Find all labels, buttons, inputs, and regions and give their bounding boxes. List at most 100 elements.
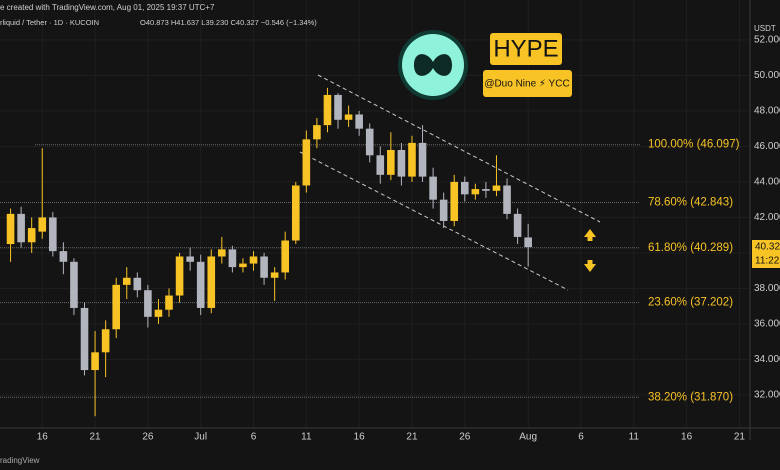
- candle-body: [450, 181, 459, 221]
- candle-body: [144, 290, 152, 317]
- candle-body: [239, 263, 247, 268]
- candle-body: [365, 128, 374, 156]
- x-tick-label: 21: [734, 432, 746, 443]
- countdown: 11:22: [755, 256, 780, 267]
- candle-body: [387, 149, 395, 175]
- channel-line: [299, 151, 569, 291]
- candle-body: [397, 149, 406, 177]
- brand: HYPE: [493, 35, 558, 62]
- level-label: 61.80% (40.289): [648, 242, 733, 254]
- x-tick-label: 11: [629, 432, 640, 443]
- candle-body: [313, 125, 321, 140]
- x-tick-label: Jul: [194, 432, 207, 443]
- x-tick-label: 21: [90, 432, 102, 443]
- y-unit: USDT: [754, 24, 776, 33]
- candle-body: [323, 94, 332, 126]
- credit: @Duo Nine ⚡ YCC: [484, 79, 569, 90]
- y-tick-label: 32.000: [754, 390, 780, 401]
- candle-body: [482, 189, 490, 191]
- ohlc-line: O40.873 H41.637 L39.230 C40.327 −0.546 (…: [140, 18, 317, 27]
- y-tick-label: 52.000: [754, 35, 780, 46]
- arrow-down: [584, 260, 596, 272]
- candle-body: [38, 217, 47, 232]
- candle-body: [59, 251, 68, 262]
- y-tick-label: 48.000: [754, 106, 780, 117]
- logo-mark: [414, 54, 452, 76]
- candle-body: [291, 185, 300, 241]
- x-tick-label: 16: [681, 432, 693, 443]
- candle-body: [503, 185, 511, 214]
- x-tick-label: 11: [301, 432, 312, 443]
- candle-body: [513, 213, 522, 237]
- y-tick-label: 46.000: [754, 141, 780, 152]
- x-tick-label: 26: [142, 432, 154, 443]
- candle-body: [207, 256, 216, 308]
- candle-body: [260, 256, 268, 278]
- x-tick-label: 6: [251, 432, 257, 443]
- candle-body: [17, 213, 25, 243]
- y-tick-label: 42.000: [754, 212, 780, 223]
- candle-body: [418, 142, 427, 177]
- candle-body: [196, 261, 205, 308]
- candle-body: [154, 309, 163, 317]
- footer: radingView: [0, 456, 40, 465]
- grid: [0, 0, 750, 428]
- x-tick-label: 6: [578, 432, 584, 443]
- candle-body: [112, 284, 120, 330]
- candle-body: [27, 228, 36, 243]
- candle-body: [175, 256, 184, 296]
- symbol-line: rliquid / Tether · 1D · KUCOIN: [0, 18, 99, 27]
- x-tick-label: 21: [406, 432, 418, 443]
- level-label: 100.00% (46.097): [648, 139, 740, 151]
- x-tick-label: Aug: [519, 432, 537, 443]
- brand-box: [490, 33, 562, 65]
- candle-body: [471, 189, 480, 195]
- candle-body: [439, 199, 448, 221]
- candle-body: [344, 114, 353, 120]
- candle-body: [355, 114, 363, 129]
- candle-body: [165, 295, 173, 310]
- levels: 100.00% (46.097) 78.60% (42.843) 61.80% (4…: [0, 139, 740, 403]
- candle-body: [49, 217, 57, 252]
- candle-body: [376, 155, 385, 175]
- arrow-up: [584, 229, 596, 241]
- y-tick-label: 38.000: [754, 283, 780, 294]
- candle-body: [460, 181, 469, 195]
- candle-body: [302, 139, 311, 186]
- candle-body: [101, 329, 110, 353]
- y-tick-label: 36.000: [754, 319, 780, 330]
- credit-box: [483, 70, 572, 97]
- candle-body: [6, 213, 15, 245]
- candle-body: [122, 277, 131, 285]
- candle-body: [186, 256, 194, 262]
- candle-body: [249, 256, 258, 264]
- candle-body: [91, 352, 99, 371]
- candle-body: [218, 249, 226, 257]
- x-tick-label: 16: [354, 432, 366, 443]
- candle-body: [80, 307, 89, 371]
- candle-body: [429, 176, 437, 200]
- level-label: 38.20% (31.870): [648, 391, 733, 403]
- candle-body: [281, 240, 290, 273]
- level-label: 78.60% (42.843): [648, 196, 733, 208]
- candle-body: [70, 261, 78, 308]
- level-label: 23.60% (37.202): [648, 297, 733, 309]
- x-tick-label: 26: [459, 432, 471, 443]
- candles: [6, 87, 532, 417]
- candle-body: [492, 185, 501, 191]
- candle-body: [524, 237, 532, 248]
- candle-body: [408, 142, 416, 177]
- header: e created with TradingView.com, Aug 01, …: [0, 3, 215, 12]
- candle-body: [228, 249, 237, 268]
- y-tick-label: 44.000: [754, 177, 780, 188]
- last-price: 40.32: [755, 242, 780, 253]
- y-tick-label: 50.000: [754, 70, 780, 81]
- y-tick-label: 34.000: [754, 354, 780, 365]
- candle-body: [270, 272, 279, 278]
- price-box: [752, 240, 780, 268]
- candle-body: [334, 94, 342, 120]
- x-tick-label: 16: [37, 432, 49, 443]
